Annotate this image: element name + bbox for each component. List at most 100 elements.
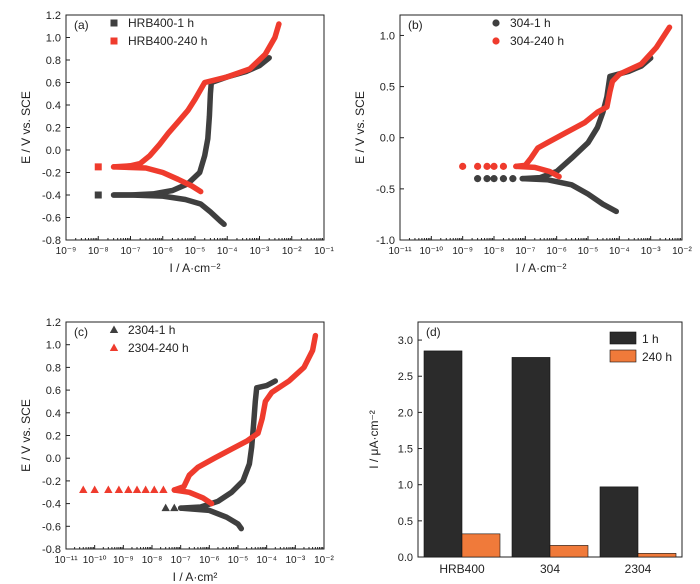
series-2-anodic-curve: [513, 24, 673, 170]
series-2-point: [459, 162, 467, 170]
y-tick-label: 0.4: [46, 100, 61, 112]
x-tick-label: 10⁻⁴: [609, 246, 630, 257]
y-tick-label: 1.0: [398, 480, 413, 492]
legend-marker: [492, 37, 500, 45]
panel-3: 0.0 0.5 1.0 1.5 2.0 2.5 3.0 HRB400 304 2304 I / μA…: [367, 321, 683, 576]
y-tick-label: 0.6: [46, 385, 61, 397]
plot-frame: [399, 14, 683, 241]
series-2-point: [490, 162, 498, 170]
x-tick-label: 10⁻¹⁰: [419, 246, 443, 257]
legend-entry: 304-1 h: [510, 16, 551, 30]
x-tick-label: 2304: [625, 562, 652, 576]
y-tick-label: 0.0: [380, 133, 395, 145]
series-1-point: [94, 191, 102, 199]
series-2-anodic-curve: [171, 332, 319, 493]
y-tick-label: 0.0: [46, 145, 61, 157]
legend-marker: [492, 19, 500, 27]
series-2-anodic-curve: [110, 21, 282, 170]
y-tick-label: -0.2: [42, 476, 61, 488]
x-tick-label: 10⁻¹⁰: [83, 555, 107, 566]
series-1-point: [161, 503, 170, 512]
series-2-cathodic-curve: [171, 487, 215, 507]
x-tick-label: HRB400: [439, 562, 485, 576]
x-tick-label: 10⁻⁶: [152, 246, 173, 257]
x-tick-label: 10⁻⁸: [142, 555, 163, 566]
y-tick-label: -0.6: [42, 521, 61, 533]
y-tick-label: 0.0: [46, 453, 61, 465]
legend-marker: [110, 19, 118, 27]
x-axis-label: I / A·cm²: [173, 570, 218, 584]
series-1-anodic-curve: [177, 378, 279, 511]
legend-entry: 1 h: [642, 332, 659, 346]
y-tick-label: -0.4: [42, 499, 61, 511]
panel-label: (a): [74, 18, 89, 32]
y-tick-label: 0.5: [380, 82, 395, 94]
series-2-point: [124, 485, 133, 493]
y-tick-label: -0.6: [42, 213, 61, 225]
legend-entry: HRB400-240 h: [128, 34, 207, 48]
legend-marker: [109, 343, 119, 351]
x-tick-label: 10⁻³: [250, 246, 270, 257]
series-1-anodic-curve: [110, 55, 272, 198]
series-2-point: [132, 485, 142, 493]
x-tick-label: 10⁻⁶: [199, 555, 220, 566]
x-tick-label: 304: [540, 562, 560, 576]
x-tick-label: 10⁻²: [282, 246, 302, 257]
panel-label: (d): [426, 325, 441, 339]
y-tick-label: 1.2: [46, 10, 61, 22]
panel-0: -0.8 -0.6 -0.4 -0.2 0.0 0.2 0.4 0.6 0.8 1.0 1.2 10⁻…: [19, 10, 335, 275]
legend-marker: [109, 325, 119, 333]
series-2-point: [79, 485, 88, 493]
panel-label: (c): [74, 325, 88, 339]
x-tick-label: 10⁻²: [314, 555, 334, 566]
x-tick-label: 10⁻⁷: [120, 246, 140, 257]
bar-2304-240h: [637, 553, 677, 558]
x-tick-label: 10⁻⁴: [217, 246, 238, 257]
bar-304-240h: [549, 545, 589, 558]
x-tick-label: 10⁻⁷: [515, 246, 535, 257]
legend-swatch: [609, 331, 637, 345]
series-2-point: [90, 485, 99, 493]
y-tick-label: -0.8: [42, 544, 61, 556]
legend-entry: HRB400-1 h: [128, 16, 194, 30]
x-tick-label: 10⁻⁴: [256, 555, 277, 566]
y-tick-label: 1.0: [46, 340, 61, 352]
series-2-point: [141, 485, 150, 493]
bar-HRB400-240h: [461, 533, 501, 558]
series-1-cathodic-curve: [110, 192, 227, 228]
bar-2304-1h: [599, 486, 639, 558]
series-2-point: [474, 162, 482, 170]
series-1-point: [483, 175, 491, 183]
legend-entry: 2304-1 h: [128, 323, 175, 337]
y-axis-label: E / V vs. SCE: [19, 91, 33, 164]
plot-frame: [65, 321, 325, 550]
series-2-point: [150, 485, 159, 493]
x-axis-label: I / A·cm⁻²: [170, 261, 221, 275]
y-tick-label: 1.0: [380, 30, 395, 42]
y-tick-label: 1.2: [46, 317, 61, 329]
y-axis-label: E / V vs. SCE: [19, 399, 33, 472]
y-tick-label: 0.6: [46, 78, 61, 90]
series-2-point: [483, 162, 491, 170]
y-tick-label: 0.4: [46, 408, 61, 420]
series-1-cathodic-curve: [177, 505, 245, 532]
x-tick-label: 10⁻⁹: [56, 246, 77, 257]
series-1-cathodic-curve: [519, 175, 620, 215]
series-1-point: [170, 503, 179, 512]
x-tick-label: 10⁻⁵: [578, 246, 599, 257]
y-tick-label: 1.5: [398, 444, 413, 456]
x-tick-label: 10⁻²: [672, 246, 692, 257]
y-tick-label: 0.0: [398, 552, 413, 564]
legend-entry: 304-240 h: [510, 34, 564, 48]
x-tick-label: 10⁻¹: [314, 246, 334, 257]
x-tick-label: 10⁻¹¹: [388, 246, 412, 257]
series-1-point: [499, 175, 508, 183]
legend-entry: 240 h: [642, 350, 672, 364]
plot-frame: [65, 14, 325, 241]
bar-HRB400-1h: [423, 350, 463, 558]
y-tick-label: 0.8: [46, 55, 61, 67]
legend-entry: 2304-240 h: [128, 341, 189, 355]
series-1-point: [509, 175, 517, 183]
y-tick-label: 0.5: [398, 516, 413, 528]
